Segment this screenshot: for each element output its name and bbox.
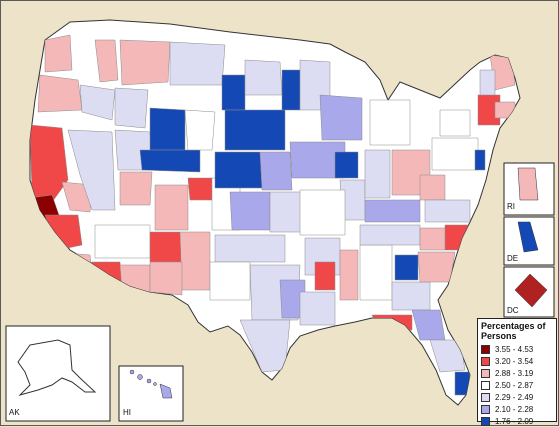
ri-shape bbox=[517, 167, 539, 201]
legend-swatch bbox=[481, 405, 490, 414]
legend-label: 2.88 - 3.19 bbox=[495, 369, 534, 378]
region-nd-east bbox=[244, 59, 283, 96]
inset-label-ri: RI bbox=[507, 202, 515, 211]
region-ma bbox=[494, 101, 516, 119]
region-wv bbox=[419, 174, 446, 201]
region-fl-central bbox=[429, 339, 466, 373]
legend-label: 1.76 - 2.09 bbox=[495, 417, 534, 426]
legend-swatch bbox=[481, 345, 490, 354]
inset-label-hi: HI bbox=[123, 408, 131, 417]
legend-swatch bbox=[481, 417, 490, 426]
legend-swatch bbox=[481, 357, 490, 366]
region-ms bbox=[339, 249, 359, 301]
region-vt-nh bbox=[479, 69, 496, 96]
region-az-north bbox=[94, 224, 151, 259]
region-wy-west bbox=[149, 107, 186, 151]
region-nm-south bbox=[149, 261, 183, 296]
region-mn-west bbox=[281, 69, 301, 111]
region-il-north bbox=[334, 151, 359, 179]
region-tx-panhandle bbox=[209, 261, 251, 301]
region-co-west bbox=[154, 184, 189, 231]
legend-label: 2.29 - 2.49 bbox=[495, 393, 534, 402]
region-mt-east bbox=[169, 41, 226, 86]
region-mi bbox=[369, 99, 411, 146]
legend-label: 2.50 - 2.87 bbox=[495, 381, 534, 390]
legend-item: 1.76 - 2.09 bbox=[481, 416, 553, 427]
legend-label: 3.55 - 4.53 bbox=[495, 345, 534, 354]
region-ky bbox=[364, 199, 421, 223]
region-ca-east bbox=[61, 181, 93, 213]
legend-label: 3.20 - 3.54 bbox=[495, 357, 534, 366]
legend-title: Percentages of Persons bbox=[481, 321, 546, 341]
legend-swatch bbox=[481, 393, 490, 402]
region-nm-center bbox=[149, 231, 183, 263]
region-nm-east bbox=[179, 231, 211, 291]
region-ca-north bbox=[30, 124, 69, 206]
dc-shape bbox=[514, 273, 548, 308]
region-sc bbox=[417, 251, 456, 283]
region-pa bbox=[431, 137, 479, 171]
region-ny-west bbox=[439, 109, 471, 137]
region-nj bbox=[474, 149, 486, 171]
region-or-north bbox=[37, 74, 83, 113]
region-ga-south bbox=[391, 281, 431, 311]
region-fl-panhandle bbox=[371, 314, 413, 331]
region-ks-west bbox=[229, 191, 271, 231]
region-al bbox=[359, 244, 393, 301]
region-nv bbox=[67, 129, 116, 211]
region-wy-center bbox=[184, 109, 216, 151]
region-ok bbox=[214, 234, 286, 263]
region-ne-east bbox=[259, 151, 293, 191]
inset-box-hawaii bbox=[118, 365, 184, 422]
inset-label-ak: AK bbox=[9, 408, 20, 417]
region-ut-south bbox=[119, 171, 153, 206]
region-tn bbox=[359, 224, 421, 246]
region-mo bbox=[299, 189, 346, 236]
legend-item: 2.50 - 2.87 bbox=[481, 380, 553, 391]
map-legend: Percentages of Persons 3.55 - 4.53 3.20 … bbox=[477, 318, 557, 426]
inset-label-de: DE bbox=[507, 254, 519, 263]
region-la-north bbox=[314, 261, 336, 291]
region-in bbox=[364, 149, 391, 199]
region-or-south bbox=[79, 84, 116, 121]
region-wi bbox=[319, 94, 363, 141]
region-fl-south bbox=[454, 371, 471, 396]
region-co-denver bbox=[187, 177, 213, 201]
legend-item: 3.20 - 3.54 bbox=[481, 356, 553, 367]
inset-label-dc: DC bbox=[507, 306, 519, 315]
region-ga-atlanta bbox=[394, 254, 419, 281]
region-wa-west bbox=[44, 34, 73, 73]
legend-swatch bbox=[481, 369, 490, 378]
region-la-south bbox=[299, 291, 336, 326]
legend-item: 3.55 - 4.53 bbox=[481, 344, 553, 355]
region-va bbox=[424, 199, 471, 223]
region-ca-central bbox=[44, 214, 83, 251]
legend-item: 2.10 - 2.28 bbox=[481, 404, 553, 415]
region-ca-south bbox=[54, 251, 93, 273]
region-nc-east bbox=[444, 224, 476, 251]
region-nd-west bbox=[221, 74, 246, 111]
region-sd-center bbox=[224, 109, 286, 151]
alaska-shape bbox=[17, 339, 97, 396]
region-wy-east bbox=[139, 149, 201, 173]
region-id-south bbox=[114, 87, 149, 129]
de-shape bbox=[517, 221, 539, 253]
region-nc-west bbox=[419, 227, 446, 251]
legend-swatch bbox=[481, 381, 490, 390]
hawaii-islands bbox=[129, 369, 173, 399]
legend-item: 2.29 - 2.49 bbox=[481, 392, 553, 403]
legend-label: 2.10 - 2.28 bbox=[495, 405, 534, 414]
region-id-north bbox=[94, 39, 119, 83]
region-mt-west bbox=[119, 39, 171, 86]
legend-item: 2.88 - 3.19 bbox=[481, 368, 553, 379]
region-ne-west bbox=[214, 151, 263, 189]
